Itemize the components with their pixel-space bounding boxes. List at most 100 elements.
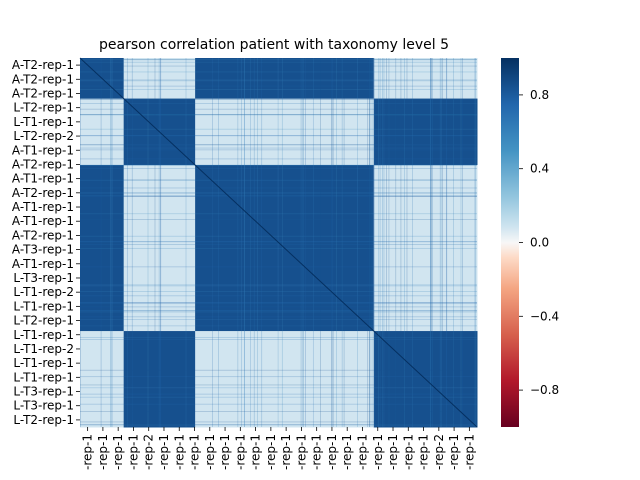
- heatmap-stripe: [80, 411, 477, 412]
- heatmap-stripe: [369, 58, 371, 427]
- heatmap-stripe: [80, 89, 477, 90]
- heatmap-stripe: [80, 179, 477, 181]
- heatmap-stripe: [80, 80, 477, 82]
- heatmap-stripe: [185, 58, 187, 427]
- heatmap-stripe: [80, 306, 477, 308]
- heatmap-stripe: [442, 58, 443, 427]
- heatmap-stripe: [80, 424, 477, 426]
- heatmap-stripe: [80, 135, 477, 137]
- heatmap-stripe: [80, 424, 477, 425]
- x-tick-label: -rep-1: [188, 434, 202, 470]
- x-tick-label: -rep-1: [294, 434, 308, 470]
- y-tick-label: L-T1-rep-1: [13, 370, 74, 384]
- heatmap-stripe: [357, 58, 358, 427]
- heatmap-stripe: [439, 58, 441, 427]
- heatmap-stripe: [80, 302, 477, 303]
- heatmap-stripe: [80, 147, 477, 149]
- colorbar-tick-label: 0.4: [530, 162, 549, 176]
- heatmap-stripe: [80, 195, 477, 196]
- y-tick-label: A-T1-rep-1: [12, 172, 74, 186]
- y-tick-label: A-T1-rep-1: [12, 200, 74, 214]
- heatmap-stripe: [341, 58, 343, 427]
- x-tick-label: -rep-1: [447, 434, 461, 470]
- heatmap-stripe: [110, 58, 112, 427]
- heatmap-stripe: [80, 195, 477, 197]
- heatmap-stripe: [430, 58, 431, 427]
- heatmap-stripe: [80, 303, 477, 305]
- heatmap-stripe: [80, 108, 477, 110]
- y-tick-label: L-T1-rep-2: [13, 285, 74, 299]
- heatmap-stripe: [374, 58, 375, 427]
- colorbar-axis: 0.8 0.4 0.0 −0.4 −0.8: [519, 88, 559, 397]
- x-axis: -rep-1 -rep-1 -rep-1 -rep-1 -rep-2 -rep-1 -rep…: [81, 427, 476, 470]
- heatmap-stripe: [80, 316, 477, 318]
- heatmap-stripe: [241, 58, 242, 427]
- x-tick-label: -rep-1: [249, 434, 263, 470]
- y-tick-label: A-T1-rep-1: [12, 214, 74, 228]
- x-tick-label: -rep-2: [432, 434, 446, 470]
- heatmap-stripe: [440, 58, 442, 427]
- heatmap-stripe: [412, 58, 413, 427]
- colorbar-tick-label: 0.0: [530, 236, 549, 250]
- y-tick-label: A-T2-rep-1: [12, 86, 74, 100]
- heatmap-stripe: [80, 144, 477, 146]
- y-axis: A-T2-rep-1A-T2-rep-1A-T2-rep-1L-T2-rep-1…: [12, 58, 80, 427]
- heatmap-stripe: [312, 58, 314, 427]
- heatmap-stripe: [110, 58, 111, 427]
- heatmap-stripe: [80, 168, 477, 169]
- heatmap-stripe: [320, 58, 321, 427]
- x-tick-label: -rep-1: [172, 434, 186, 470]
- y-tick-label: A-T3-rep-1: [12, 243, 74, 257]
- heatmap-stripe: [80, 266, 477, 268]
- heatmap-stripe: [80, 241, 477, 242]
- heatmap-stripe: [367, 58, 369, 427]
- heatmap-plot-area: [79, 57, 478, 428]
- heatmap-stripe: [332, 58, 334, 427]
- heatmap-stripe: [80, 79, 477, 81]
- heatmap-stripe: [80, 187, 477, 189]
- y-tick-label: L-T1-rep-1: [13, 328, 74, 342]
- heatmap-stripe: [80, 387, 477, 389]
- colorbar-tick-label: 0.8: [530, 88, 549, 102]
- heatmap-stripe: [126, 58, 128, 427]
- heatmap-stripe: [80, 396, 477, 398]
- x-tick-label: -rep-1: [203, 434, 217, 470]
- y-tick-label: A-T2-rep-1: [12, 58, 74, 72]
- heatmap-stripe: [388, 58, 390, 427]
- heatmap-stripe: [406, 58, 408, 427]
- heatmap-stripe: [430, 58, 432, 427]
- heatmap-stripe: [80, 165, 477, 166]
- heatmap-stripe: [80, 284, 477, 286]
- heatmap-stripe: [80, 196, 477, 197]
- heatmap-stripe: [446, 58, 448, 427]
- heatmap-stripe: [300, 58, 302, 427]
- x-tick-label: -rep-1: [264, 434, 278, 470]
- heatmap-stripe: [369, 58, 371, 427]
- heatmap-stripe: [80, 114, 477, 115]
- heatmap-stripe: [80, 59, 477, 61]
- heatmap-stripe: [80, 164, 477, 166]
- heatmap-stripe: [383, 58, 385, 427]
- heatmap-stripe: [80, 192, 477, 194]
- heatmap-stripe: [302, 58, 304, 427]
- y-tick-label: A-T2-rep-1: [12, 228, 74, 242]
- x-tick-label: -rep-1: [325, 434, 339, 470]
- heatmap-stripe: [80, 114, 477, 116]
- y-tick-label: L-T2-rep-1: [13, 101, 74, 115]
- heatmap-stripe: [369, 58, 370, 427]
- y-tick-label: L-T3-rep-1: [13, 399, 74, 413]
- colorbar-tick-label: −0.8: [530, 383, 559, 397]
- x-tick-label: -rep-1: [462, 434, 476, 470]
- y-tick-label: A-T1-rep-1: [12, 257, 74, 271]
- heatmap-stripe: [80, 58, 81, 427]
- heatmap-stripe: [160, 58, 162, 427]
- heatmap-stripe: [379, 58, 381, 427]
- heatmap-block: [123, 331, 196, 428]
- heatmap-stripe: [80, 149, 477, 151]
- heatmap-stripe: [147, 58, 149, 427]
- heatmap-stripe: [111, 58, 113, 427]
- heatmap-stripe: [218, 58, 219, 427]
- heatmap-stripe: [80, 135, 477, 136]
- x-tick-label: -rep-1: [310, 434, 324, 470]
- heatmap-stripe: [80, 192, 477, 194]
